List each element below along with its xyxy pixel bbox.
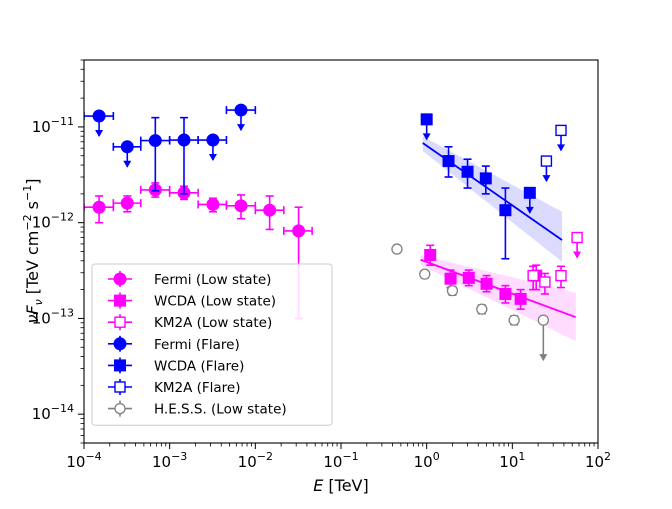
h-e-s-s-low-state-point-1-marker [392, 244, 402, 254]
wcda-low-state-point-6-marker [515, 293, 527, 305]
wcda-low-state-point-5-marker [499, 288, 511, 300]
fermi-low-state-point-5-marker [206, 198, 219, 211]
h-e-s-s-low-state-point-6-upper-limit-arrow [539, 354, 547, 361]
fermi-flare-point-6-marker [234, 104, 247, 117]
h-e-s-s-low-state-point-6-marker [538, 315, 548, 325]
x-tick-label-m2: 10−2 [238, 450, 273, 471]
km2a-low-state-point-4-upper-limit-arrow [573, 252, 581, 259]
legend-marker-km2a-flare [115, 382, 125, 392]
y-axis-label-sup2: −1 [21, 185, 34, 201]
fermi-flare-point-6-upper-limit-arrow [237, 124, 245, 131]
x-axis-label-symbol: E [313, 476, 324, 495]
legend-marker-wcda-flare [114, 359, 126, 371]
fermi-flare-point-5-marker [206, 134, 219, 147]
fermi-low-state-point-7-marker [263, 204, 276, 217]
fermi-flare-point-4-marker [178, 134, 191, 147]
wcda-flare-point-1-marker [421, 113, 433, 125]
y-axis-label-subscript: ν [32, 299, 45, 305]
legend-label-wcda-flare: WCDA (Flare) [154, 358, 244, 374]
fermi-flare-point-5-upper-limit-arrow [209, 154, 217, 161]
x-tick-label-m1: 10−1 [323, 450, 358, 471]
legend-label-h-e-s-s-low-state: H.E.S.S. (Low state) [154, 402, 287, 418]
sed-chart: 10−4 10−3 10−2 10−1 100 101 102 10−11 10−12 10−13… [0, 0, 672, 504]
svg-text:E[TeV]: E [TeV] [313, 476, 368, 495]
x-tick-label-1: 101 [499, 450, 525, 471]
wcda-flare-point-3-marker [462, 166, 474, 178]
legend-marker-fermi-flare [114, 337, 127, 350]
fermi-flare-point-2-upper-limit-arrow [123, 161, 131, 168]
fermi-flare-series [84, 104, 255, 194]
km2a-low-state-point-2-marker [540, 277, 550, 287]
km2a-flare-series [541, 125, 566, 182]
y-axis-label-nu: νF [23, 305, 42, 324]
km2a-flare-point-2-marker [556, 125, 566, 135]
legend-label-fermi-low-state: Fermi (Low state) [154, 272, 271, 288]
wcda-flare-point-4-marker [480, 172, 492, 184]
legend-marker-h-e-s-s-low-state [115, 404, 125, 414]
legend-label-wcda-low-state: WCDA (Low state) [154, 294, 276, 310]
wcda-flare-point-5-marker [499, 204, 511, 216]
km2a-low-state-point-1-marker [528, 271, 538, 281]
legend-label-km2a-flare: KM2A (Flare) [154, 380, 241, 396]
x-tick-label-m3: 10−3 [152, 450, 187, 471]
km2a-flare-point-1-marker [541, 156, 551, 166]
legend-label-km2a-low-state: KM2A (Low state) [154, 315, 272, 331]
sed-chart-svg: 10−4 10−3 10−2 10−1 100 101 10210−1110−1210−13… [0, 0, 672, 504]
y-axis-label-sup1: −2 [21, 214, 34, 230]
h-e-s-s-low-state-point-2-marker [420, 269, 430, 279]
legend-label-fermi-flare: Fermi (Flare) [154, 337, 240, 353]
km2a-flare-point-2-upper-limit-arrow [557, 144, 565, 151]
fermi-flare-point-1-marker [93, 110, 106, 123]
legend-marker-km2a-low-state [115, 317, 125, 327]
fermi-low-state-point-2-marker [121, 197, 134, 210]
y-axis-label-unit-b: s [23, 201, 42, 214]
h-e-s-s-low-state-point-4-marker [477, 304, 487, 314]
legend-marker-wcda-low-state [114, 295, 126, 307]
y-axis-label-close: ] [23, 179, 42, 185]
x-axis-label: E [TeV] [313, 476, 368, 495]
wcda-low-state-point-3-marker [463, 272, 475, 284]
km2a-low-state-point-3-marker [556, 271, 566, 281]
wcda-flare-point-2-marker [443, 155, 455, 167]
wcda-flare-fit-band [423, 136, 562, 262]
wcda-low-state-point-1-marker [424, 249, 436, 261]
fermi-flare-point-3-marker [149, 134, 162, 147]
y-tick-label-m11: 10−11 [32, 115, 74, 136]
y-axis-label-unit-a: [TeV cm [23, 231, 42, 295]
km2a-low-state-point-4-marker [572, 233, 582, 243]
fermi-low-state-point-8-marker [292, 224, 305, 237]
svg-text:νFν[TeV cm−2 s−1]: νFν [TeV cm−2 s−1] [21, 179, 45, 324]
legend: Fermi (Low state) WCDA (Low state) KM2A (L… [92, 264, 332, 425]
h-e-s-s-low-state-point-5-marker [509, 315, 519, 325]
legend-marker-fermi-low-state [114, 273, 127, 286]
x-tick-label-m4: 10−4 [66, 450, 101, 471]
wcda-flare-point-6-marker [524, 187, 536, 199]
fermi-low-state-point-1-marker [93, 201, 106, 214]
y-axis-label: νFν [TeV cm−2 s−1] [21, 179, 45, 324]
h-e-s-s-low-state-point-3-marker [447, 286, 457, 296]
fermi-flare-point-1-upper-limit-arrow [95, 130, 103, 137]
x-axis-label-unit: [TeV] [328, 476, 368, 495]
y-tick-label-m14: 10−14 [32, 402, 74, 423]
wcda-low-state-point-2-marker [445, 273, 457, 285]
x-tick-label-0: 100 [414, 450, 440, 471]
x-tick-label-2: 102 [585, 450, 611, 471]
wcda-low-state-point-4-marker [481, 278, 493, 290]
fermi-flare-point-2-marker [121, 140, 134, 153]
km2a-flare-point-1-upper-limit-arrow [542, 175, 550, 182]
fermi-low-state-point-6-marker [234, 199, 247, 212]
